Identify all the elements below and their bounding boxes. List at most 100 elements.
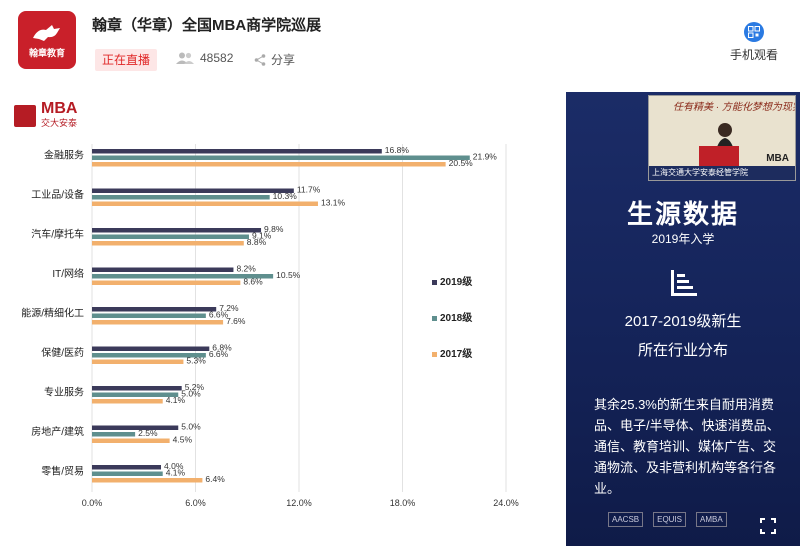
horse-logo-icon (33, 24, 60, 41)
bar-2017级 (92, 280, 241, 285)
x-tick-label: 24.0% (493, 498, 519, 508)
calligraphy-backdrop: 任有精美 · 方能化梦想为现实 (673, 102, 796, 113)
bar-value-label: 8.2% (236, 264, 256, 274)
bar-2017级 (92, 162, 446, 167)
panel-title: 生源数据 (626, 199, 739, 229)
x-tick-label: 18.0% (390, 498, 416, 508)
bar-value-label: 5.0% (181, 389, 201, 399)
bar-value-label: 5.2% (185, 382, 205, 392)
channel-logo[interactable]: 翰章教育 (18, 11, 76, 69)
bar-2019级 (92, 228, 262, 233)
share-label: 分享 (271, 53, 296, 67)
slide-logo: MBA 交大安泰 (14, 100, 78, 129)
category-label: 房地产/建筑 (31, 425, 84, 438)
video-player[interactable]: MBA 交大安泰 0.0% 6.0% 12.0% 18.0% 24.0% 金融服务 16.8… (0, 92, 800, 546)
bar-2017级 (92, 478, 203, 483)
bar-2019级 (92, 149, 382, 154)
info-panel: 任有精美 · 方能化梦想为现实 MBA 上海交通大学安泰经管学院 生源数据 20… (566, 92, 800, 546)
industry-bar-chart: 0.0% 6.0% 12.0% 18.0% 24.0% 金融服务 16.8% 21.9%20.… (21, 144, 519, 508)
amba-logo: AMBA (696, 512, 727, 527)
live-indicator: Live (88, 518, 115, 533)
panel-body-text: 其余25.3%的新生来自耐用消费品、电子/半导体、快速消费品、通信、教育培训、媒… (594, 397, 780, 496)
speaker-camera: 任有精美 · 方能化梦想为现实 MBA 上海交通大学安泰经管学院 (648, 95, 796, 181)
bar-value-label: 11.7% (297, 185, 321, 195)
bar-2018级 (92, 471, 163, 476)
bar-2018级 (92, 313, 206, 318)
bar-value-label: 16.8% (385, 145, 410, 155)
aacsb-logo: AACSB (608, 512, 644, 527)
bar-2018级 (92, 195, 270, 200)
bar-value-label: 20.5% (449, 158, 474, 168)
volume-icon[interactable] (62, 518, 80, 534)
category-label: 能源/精细化工 (21, 307, 84, 320)
bar-2017级 (92, 359, 184, 364)
legend-swatch (432, 352, 437, 357)
bar-value-label: 4.1% (166, 468, 186, 478)
bar-2017级 (92, 201, 318, 206)
bar-2018级 (92, 432, 136, 437)
bar-value-label: 2.5% (138, 428, 158, 438)
panel-heading-years: 2017-2019级新生 (624, 313, 742, 330)
bar-value-label: 4.1% (166, 395, 186, 405)
accreditation-logos: AACSB EQUIS AMBA (608, 512, 727, 527)
bar-value-label: 10.3% (273, 191, 298, 201)
legend-swatch (432, 316, 437, 321)
panel-heading-topic: 所在行业分布 (637, 342, 728, 359)
bar-chart-icon (671, 270, 697, 296)
bar-value-label: 6.8% (212, 343, 232, 353)
live-status-badge: 正在直播 (95, 49, 157, 71)
camera-mba-text: MBA (766, 153, 789, 164)
slide-logo-mba: MBA (41, 100, 78, 117)
people-icon (176, 52, 194, 64)
mobile-watch-label: 手机观看 (729, 48, 778, 62)
bar-2017级 (92, 320, 224, 325)
logo-text: 翰章教育 (28, 47, 65, 58)
bar-2019级 (92, 188, 294, 193)
bar-value-label: 13.1% (321, 198, 346, 208)
bar-value-label: 8.8% (247, 237, 267, 247)
stream-title: 翰章（华章）全国MBA商学院巡展 (92, 17, 322, 34)
bar-value-label: 4.5% (173, 435, 193, 445)
mobile-watch-button[interactable]: 手机观看 (728, 22, 780, 63)
pause-icon (27, 519, 31, 533)
category-label: 金融服务 (44, 149, 84, 162)
bar-2019级 (92, 267, 234, 272)
fullscreen-icon[interactable] (760, 518, 776, 534)
viewer-count: 48582 (176, 51, 233, 65)
share-button[interactable]: 分享 (254, 51, 295, 68)
share-icon (254, 53, 266, 66)
category-label: 保健/医药 (41, 346, 84, 359)
slide-logo-sub: 交大安泰 (41, 118, 78, 128)
bar-2017级 (92, 241, 244, 246)
bar-value-label: 10.5% (276, 270, 301, 280)
bar-value-label: 5.0% (181, 422, 201, 432)
bar-2019级 (92, 425, 179, 430)
bar-value-label: 6.4% (205, 474, 225, 484)
camera-banner: 上海交通大学安泰经管学院 (649, 166, 795, 180)
legend-swatch (432, 280, 437, 285)
x-tick-label: 0.0% (82, 498, 103, 508)
bar-value-label: 6.6% (209, 310, 229, 320)
category-label: 专业服务 (44, 386, 84, 399)
x-tick-label: 12.0% (286, 498, 312, 508)
category-label: IT/网络 (52, 267, 84, 280)
equis-logo: EQUIS (653, 512, 687, 527)
bar-value-label: 5.3% (186, 356, 206, 366)
x-tick-label: 6.0% (185, 498, 206, 508)
bar-2018级 (92, 274, 274, 279)
bar-value-label: 21.9% (473, 152, 498, 162)
bar-2018级 (92, 234, 249, 239)
bar-value-label: 7.6% (226, 316, 246, 326)
category-label: 零售/贸易 (41, 465, 84, 478)
mba-logo-icon (14, 104, 36, 127)
category-label: 汽车/摩托车 (31, 228, 84, 241)
legend-label: 2017级 (440, 347, 473, 360)
qr-code-icon (744, 22, 764, 42)
category-label: 工业品/设备 (31, 188, 84, 201)
bar-value-label: 4.0% (164, 461, 184, 471)
bar-2018级 (92, 392, 179, 397)
pause-button[interactable] (27, 519, 41, 552)
bar-2019级 (92, 346, 210, 351)
bar-value-label: 7.2% (219, 303, 239, 313)
bar-2017级 (92, 438, 170, 443)
